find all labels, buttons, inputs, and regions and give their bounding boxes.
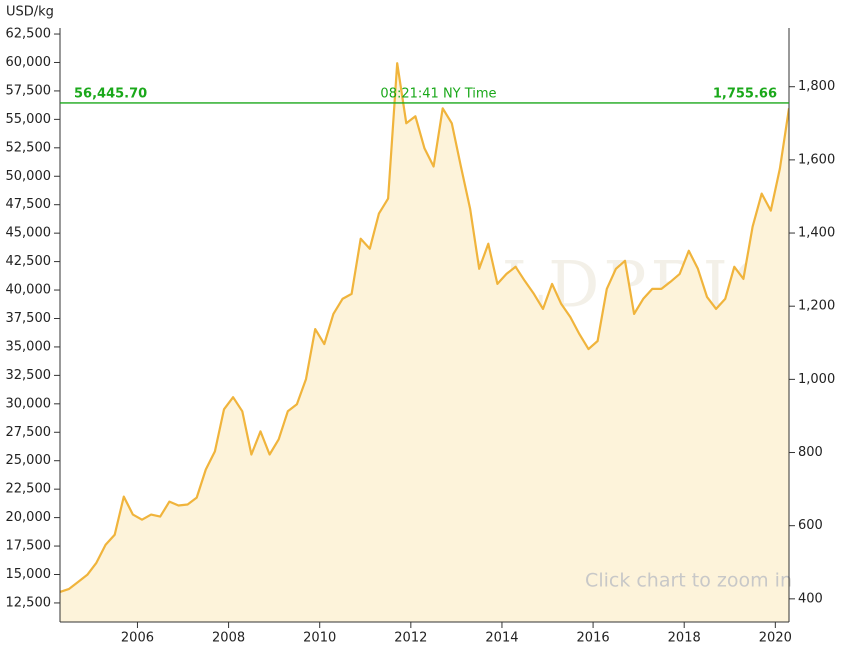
y2-tick-label: 1,800 bbox=[798, 79, 835, 94]
y2-tick-label: 600 bbox=[798, 518, 823, 533]
x-tick-label: 2014 bbox=[485, 631, 518, 646]
price-line bbox=[60, 62, 789, 593]
y-tick-label: 62,500 bbox=[6, 27, 52, 42]
zoom-hint[interactable]: Click chart to zoom in bbox=[585, 570, 792, 592]
y-tick-label: 60,000 bbox=[6, 55, 52, 70]
y-tick-label: 15,000 bbox=[6, 567, 52, 582]
y2-tick-label: 1,600 bbox=[798, 152, 835, 167]
y-tick-label: 17,500 bbox=[6, 539, 52, 554]
x-tick-label: 2020 bbox=[759, 631, 792, 646]
y2-tick-label: 1,400 bbox=[798, 226, 835, 241]
y-tick-label: 27,500 bbox=[6, 425, 52, 440]
x-tick-label: 2018 bbox=[668, 631, 701, 646]
x-tick-label: 2012 bbox=[394, 631, 427, 646]
y2-tick-label: 1,000 bbox=[798, 372, 835, 387]
x-tick-label: 2008 bbox=[212, 631, 245, 646]
current-price-kg: 56,445.70 bbox=[74, 86, 147, 101]
y-tick-label: 55,000 bbox=[6, 112, 52, 127]
y-tick-label: 42,500 bbox=[6, 254, 52, 269]
x-tick-label: 2016 bbox=[577, 631, 610, 646]
y-tick-label: 40,000 bbox=[6, 283, 52, 298]
y2-tick-label: 800 bbox=[798, 445, 823, 460]
y-tick-label: 35,000 bbox=[6, 339, 52, 354]
y-tick-label: 12,500 bbox=[6, 595, 52, 610]
y-tick-label: 30,000 bbox=[6, 396, 52, 411]
y-tick-label: 22,500 bbox=[6, 482, 52, 497]
current-time: 08:21:41 NY Time bbox=[380, 86, 496, 101]
y-tick-label: 20,000 bbox=[6, 510, 52, 525]
area bbox=[60, 63, 789, 622]
y-tick-label: 57,500 bbox=[6, 83, 52, 98]
x-tick-label: 2010 bbox=[303, 631, 336, 646]
y-tick-label: 45,000 bbox=[6, 226, 52, 241]
y-tick-label: 50,000 bbox=[6, 169, 52, 184]
x-tick-label: 2006 bbox=[121, 631, 154, 646]
y2-tick-label: 1,200 bbox=[798, 299, 835, 314]
y-tick-label: 32,500 bbox=[6, 368, 52, 383]
y-tick-label: 47,500 bbox=[6, 197, 52, 212]
y-tick-label: 25,000 bbox=[6, 453, 52, 468]
y2-tick-label: 400 bbox=[798, 591, 823, 606]
y-axis-label: USD/kg bbox=[6, 5, 54, 20]
current-price-oz: 1,755.66 bbox=[713, 86, 777, 101]
y-tick-label: 37,500 bbox=[6, 311, 52, 326]
y-tick-label: 52,500 bbox=[6, 140, 52, 155]
